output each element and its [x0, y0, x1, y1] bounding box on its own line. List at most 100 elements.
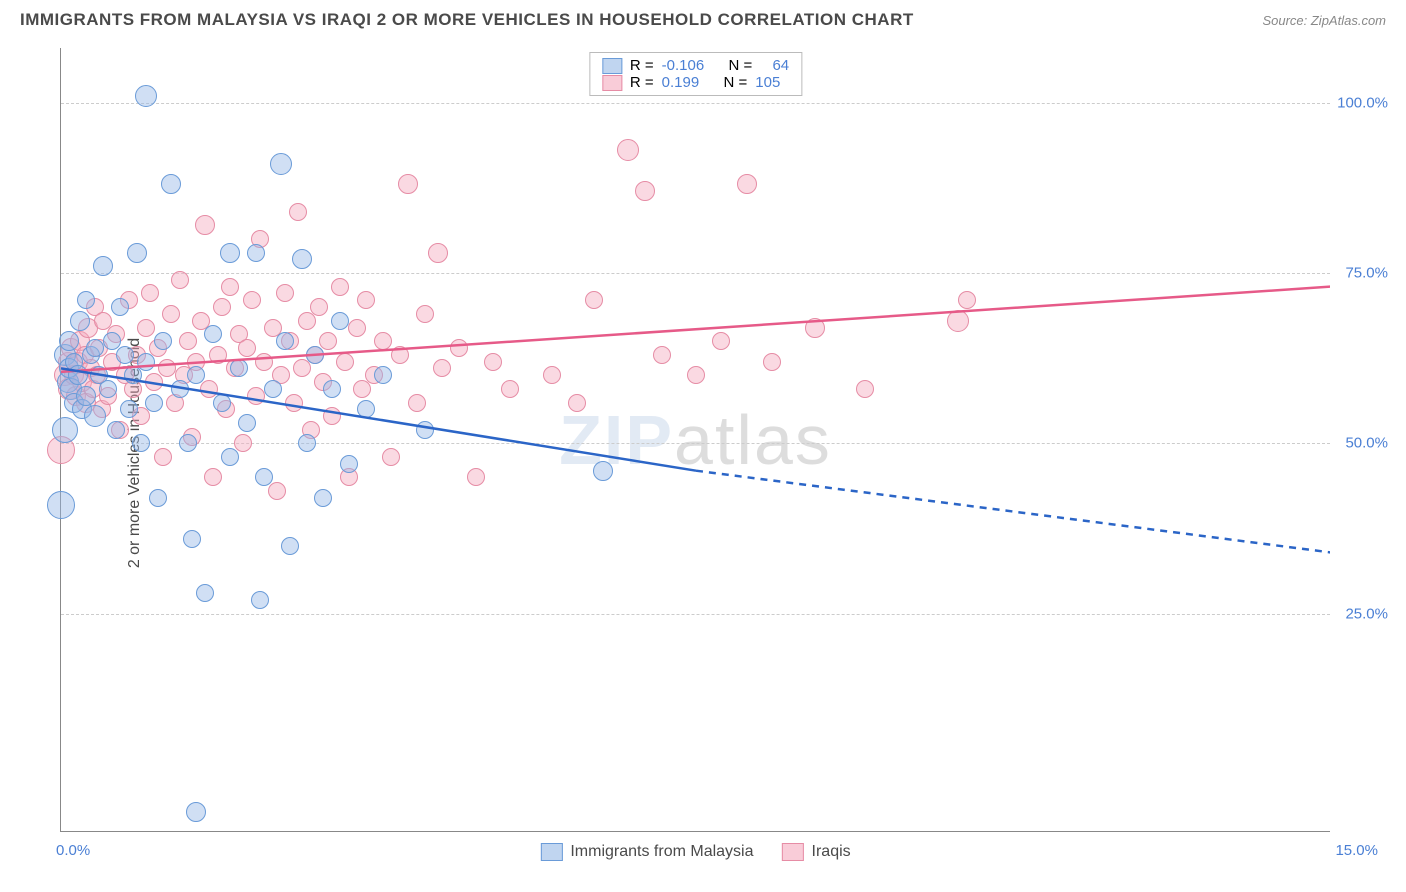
- data-point: [255, 468, 273, 486]
- data-point: [116, 346, 134, 364]
- data-point: [323, 380, 341, 398]
- data-point: [391, 346, 409, 364]
- data-point: [230, 359, 248, 377]
- data-point: [635, 181, 655, 201]
- data-point: [209, 346, 227, 364]
- data-point: [154, 332, 172, 350]
- data-point: [958, 291, 976, 309]
- ytick-label: 100.0%: [1337, 94, 1388, 111]
- data-point: [270, 153, 292, 175]
- data-point: [712, 332, 730, 350]
- legend-label-blue: Immigrants from Malaysia: [570, 843, 753, 861]
- source-label: Source: ZipAtlas.com: [1262, 13, 1386, 28]
- gridline: [61, 614, 1330, 615]
- data-point: [281, 537, 299, 555]
- gridline: [61, 273, 1330, 274]
- data-point: [947, 310, 969, 332]
- data-point: [204, 468, 222, 486]
- legend-swatch-pink-icon: [782, 843, 804, 861]
- data-point: [340, 455, 358, 473]
- data-point: [255, 353, 273, 371]
- data-point: [467, 468, 485, 486]
- data-point: [568, 394, 586, 412]
- data-point: [484, 353, 502, 371]
- data-point: [243, 291, 261, 309]
- data-point: [93, 256, 113, 276]
- data-point: [47, 491, 75, 519]
- data-point: [221, 278, 239, 296]
- data-point: [137, 353, 155, 371]
- data-point: [135, 85, 157, 107]
- data-point: [336, 353, 354, 371]
- data-point: [428, 243, 448, 263]
- legend-swatch-blue: [602, 58, 622, 74]
- data-point: [187, 366, 205, 384]
- data-point: [276, 284, 294, 302]
- data-point: [59, 331, 79, 351]
- data-point: [238, 339, 256, 357]
- data-point: [450, 339, 468, 357]
- data-point: [382, 448, 400, 466]
- chart-container: 2 or more Vehicles in Household ZIPatlas…: [50, 48, 1386, 858]
- legend-swatch-pink: [602, 75, 622, 91]
- data-point: [763, 353, 781, 371]
- correlation-legend: R = -0.106 N = 64 R = 0.199 N = 105: [589, 52, 802, 96]
- data-point: [374, 366, 392, 384]
- data-point: [687, 366, 705, 384]
- data-point: [77, 291, 95, 309]
- data-point: [220, 243, 240, 263]
- series-legend: Immigrants from Malaysia Iraqis: [540, 843, 850, 861]
- data-point: [99, 380, 117, 398]
- data-point: [179, 332, 197, 350]
- data-point: [298, 434, 316, 452]
- legend-swatch-blue-icon: [540, 843, 562, 861]
- data-point: [221, 448, 239, 466]
- data-point: [357, 400, 375, 418]
- data-point: [70, 311, 90, 331]
- data-point: [285, 394, 303, 412]
- data-point: [585, 291, 603, 309]
- data-point: [314, 489, 332, 507]
- data-point: [161, 174, 181, 194]
- data-point: [433, 359, 451, 377]
- legend-label-pink: Iraqis: [812, 843, 851, 861]
- data-point: [196, 584, 214, 602]
- data-point: [186, 802, 206, 822]
- data-point: [195, 215, 215, 235]
- data-point: [247, 244, 265, 262]
- ytick-label: 25.0%: [1345, 605, 1388, 622]
- page-title: IMMIGRANTS FROM MALAYSIA VS IRAQI 2 OR M…: [20, 10, 914, 30]
- data-point: [264, 380, 282, 398]
- xtick-label: 0.0%: [56, 842, 90, 859]
- data-point: [298, 312, 316, 330]
- data-point: [137, 319, 155, 337]
- data-point: [247, 387, 265, 405]
- data-point: [293, 359, 311, 377]
- data-point: [374, 332, 392, 350]
- data-point: [289, 203, 307, 221]
- data-point: [171, 380, 189, 398]
- data-point: [171, 271, 189, 289]
- data-point: [52, 417, 78, 443]
- data-point: [120, 400, 138, 418]
- ytick-label: 75.0%: [1345, 264, 1388, 281]
- data-point: [213, 298, 231, 316]
- data-point: [408, 394, 426, 412]
- data-point: [398, 174, 418, 194]
- data-point: [617, 139, 639, 161]
- scatter-plot: ZIPatlas R = -0.106 N = 64 R = 0.199 N =…: [60, 48, 1330, 832]
- data-point: [593, 461, 613, 481]
- data-point: [310, 298, 328, 316]
- data-point: [331, 312, 349, 330]
- data-point: [124, 366, 142, 384]
- data-point: [353, 380, 371, 398]
- data-point: [213, 394, 231, 412]
- data-point: [276, 332, 294, 350]
- data-point: [251, 591, 269, 609]
- data-point: [145, 373, 163, 391]
- data-point: [127, 243, 147, 263]
- data-point: [149, 489, 167, 507]
- data-point: [501, 380, 519, 398]
- data-point: [183, 530, 201, 548]
- data-point: [86, 339, 104, 357]
